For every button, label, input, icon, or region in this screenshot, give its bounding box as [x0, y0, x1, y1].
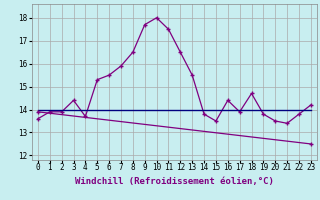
X-axis label: Windchill (Refroidissement éolien,°C): Windchill (Refroidissement éolien,°C): [75, 177, 274, 186]
